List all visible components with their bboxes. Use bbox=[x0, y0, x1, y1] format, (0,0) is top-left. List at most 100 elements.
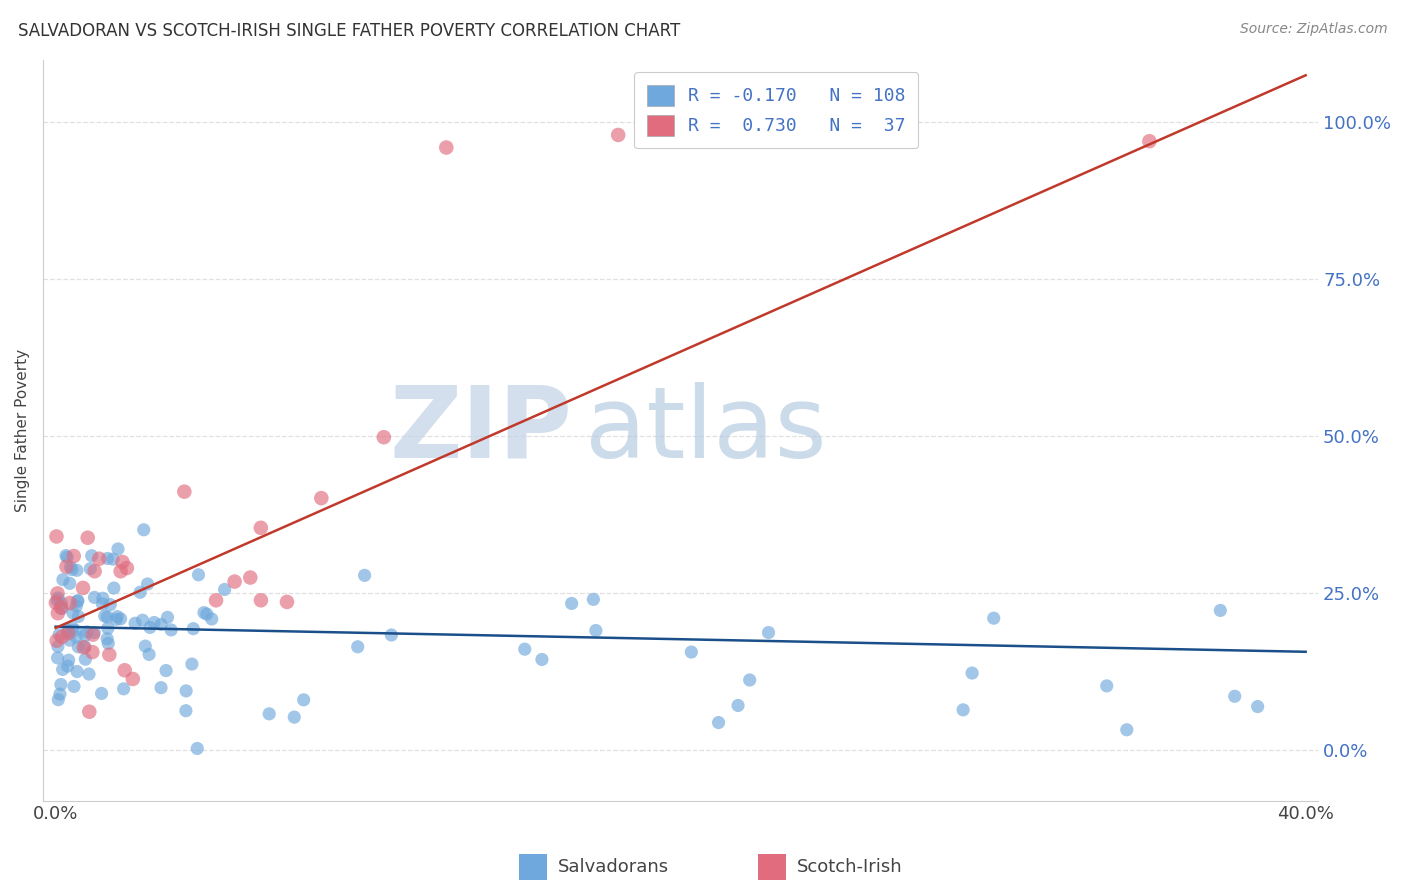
Point bbox=[205, 593, 228, 607]
Point bbox=[60, 563, 83, 577]
Point bbox=[66, 665, 89, 679]
Point bbox=[585, 624, 607, 638]
Point bbox=[173, 484, 195, 499]
Point bbox=[51, 596, 73, 610]
Point bbox=[530, 652, 553, 666]
Point bbox=[124, 616, 146, 631]
Point bbox=[96, 632, 118, 646]
Point bbox=[77, 667, 100, 681]
Point bbox=[283, 710, 305, 724]
Point bbox=[91, 591, 114, 606]
Point bbox=[72, 581, 94, 595]
Point bbox=[75, 628, 97, 642]
Point bbox=[727, 698, 749, 713]
Point bbox=[134, 639, 156, 653]
Point bbox=[112, 681, 135, 696]
Point bbox=[434, 140, 457, 154]
Point bbox=[952, 703, 974, 717]
Point bbox=[49, 677, 72, 691]
Text: Scotch-Irish: Scotch-Irish bbox=[797, 858, 903, 876]
Point bbox=[83, 591, 105, 605]
Point bbox=[707, 715, 730, 730]
Point bbox=[380, 628, 402, 642]
Point bbox=[56, 623, 79, 637]
Point bbox=[66, 594, 89, 608]
Point bbox=[346, 640, 368, 654]
Point bbox=[121, 672, 143, 686]
Point bbox=[150, 617, 173, 632]
Point bbox=[1115, 723, 1137, 737]
Point bbox=[239, 570, 262, 584]
Point bbox=[155, 664, 177, 678]
Point bbox=[62, 606, 84, 620]
Point bbox=[960, 666, 983, 681]
Point bbox=[758, 625, 780, 640]
Point bbox=[110, 564, 132, 578]
Point bbox=[186, 741, 208, 756]
Point bbox=[58, 624, 80, 639]
Point bbox=[75, 652, 97, 666]
Point bbox=[195, 607, 218, 621]
Point bbox=[76, 531, 98, 545]
Point bbox=[1095, 679, 1118, 693]
Point bbox=[98, 598, 121, 612]
Text: SALVADORAN VS SCOTCH-IRISH SINGLE FATHER POVERTY CORRELATION CHART: SALVADORAN VS SCOTCH-IRISH SINGLE FATHER… bbox=[18, 22, 681, 40]
Point bbox=[738, 673, 761, 687]
Point bbox=[681, 645, 703, 659]
Point bbox=[45, 529, 67, 543]
Point bbox=[1137, 134, 1160, 148]
Point bbox=[96, 551, 118, 566]
Point bbox=[46, 606, 69, 620]
Point bbox=[62, 621, 84, 635]
Point bbox=[83, 625, 105, 640]
Point bbox=[52, 663, 75, 677]
Point bbox=[67, 609, 90, 624]
Point bbox=[49, 600, 72, 615]
Point bbox=[201, 612, 224, 626]
Point bbox=[110, 612, 132, 626]
Point bbox=[65, 630, 87, 644]
Point bbox=[65, 599, 87, 613]
Point bbox=[983, 611, 1005, 625]
Point bbox=[66, 563, 89, 577]
Point bbox=[63, 624, 86, 638]
Point bbox=[292, 693, 315, 707]
Point bbox=[156, 610, 179, 624]
Point bbox=[89, 551, 111, 566]
Point bbox=[311, 491, 333, 505]
Point bbox=[132, 523, 155, 537]
Point bbox=[46, 593, 69, 607]
Point bbox=[58, 653, 80, 667]
Point bbox=[45, 596, 67, 610]
Point bbox=[160, 623, 183, 637]
Point bbox=[45, 633, 67, 648]
Point bbox=[73, 640, 96, 655]
Point bbox=[97, 621, 120, 635]
Point bbox=[129, 585, 152, 599]
Point bbox=[98, 648, 121, 662]
Point bbox=[96, 610, 118, 624]
Point bbox=[59, 596, 82, 610]
Text: ZIP: ZIP bbox=[389, 382, 572, 479]
Point bbox=[174, 684, 197, 698]
Point bbox=[224, 574, 246, 589]
Point bbox=[187, 567, 209, 582]
Point bbox=[214, 582, 236, 597]
Point bbox=[103, 581, 125, 595]
Point bbox=[97, 636, 120, 650]
Point bbox=[180, 657, 202, 671]
Point bbox=[51, 601, 73, 615]
Text: Source: ZipAtlas.com: Source: ZipAtlas.com bbox=[1240, 22, 1388, 37]
Point bbox=[373, 430, 395, 444]
Point bbox=[101, 552, 124, 566]
Point bbox=[561, 597, 583, 611]
Point bbox=[111, 555, 134, 569]
Point bbox=[63, 680, 86, 694]
Point bbox=[193, 606, 215, 620]
Point bbox=[150, 681, 173, 695]
Point bbox=[181, 622, 204, 636]
Text: Salvadorans: Salvadorans bbox=[558, 858, 669, 876]
Point bbox=[67, 640, 90, 654]
Point bbox=[276, 595, 298, 609]
Point bbox=[82, 627, 104, 641]
